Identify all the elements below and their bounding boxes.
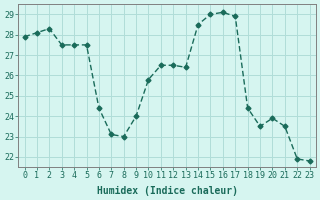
X-axis label: Humidex (Indice chaleur): Humidex (Indice chaleur) [97,186,237,196]
